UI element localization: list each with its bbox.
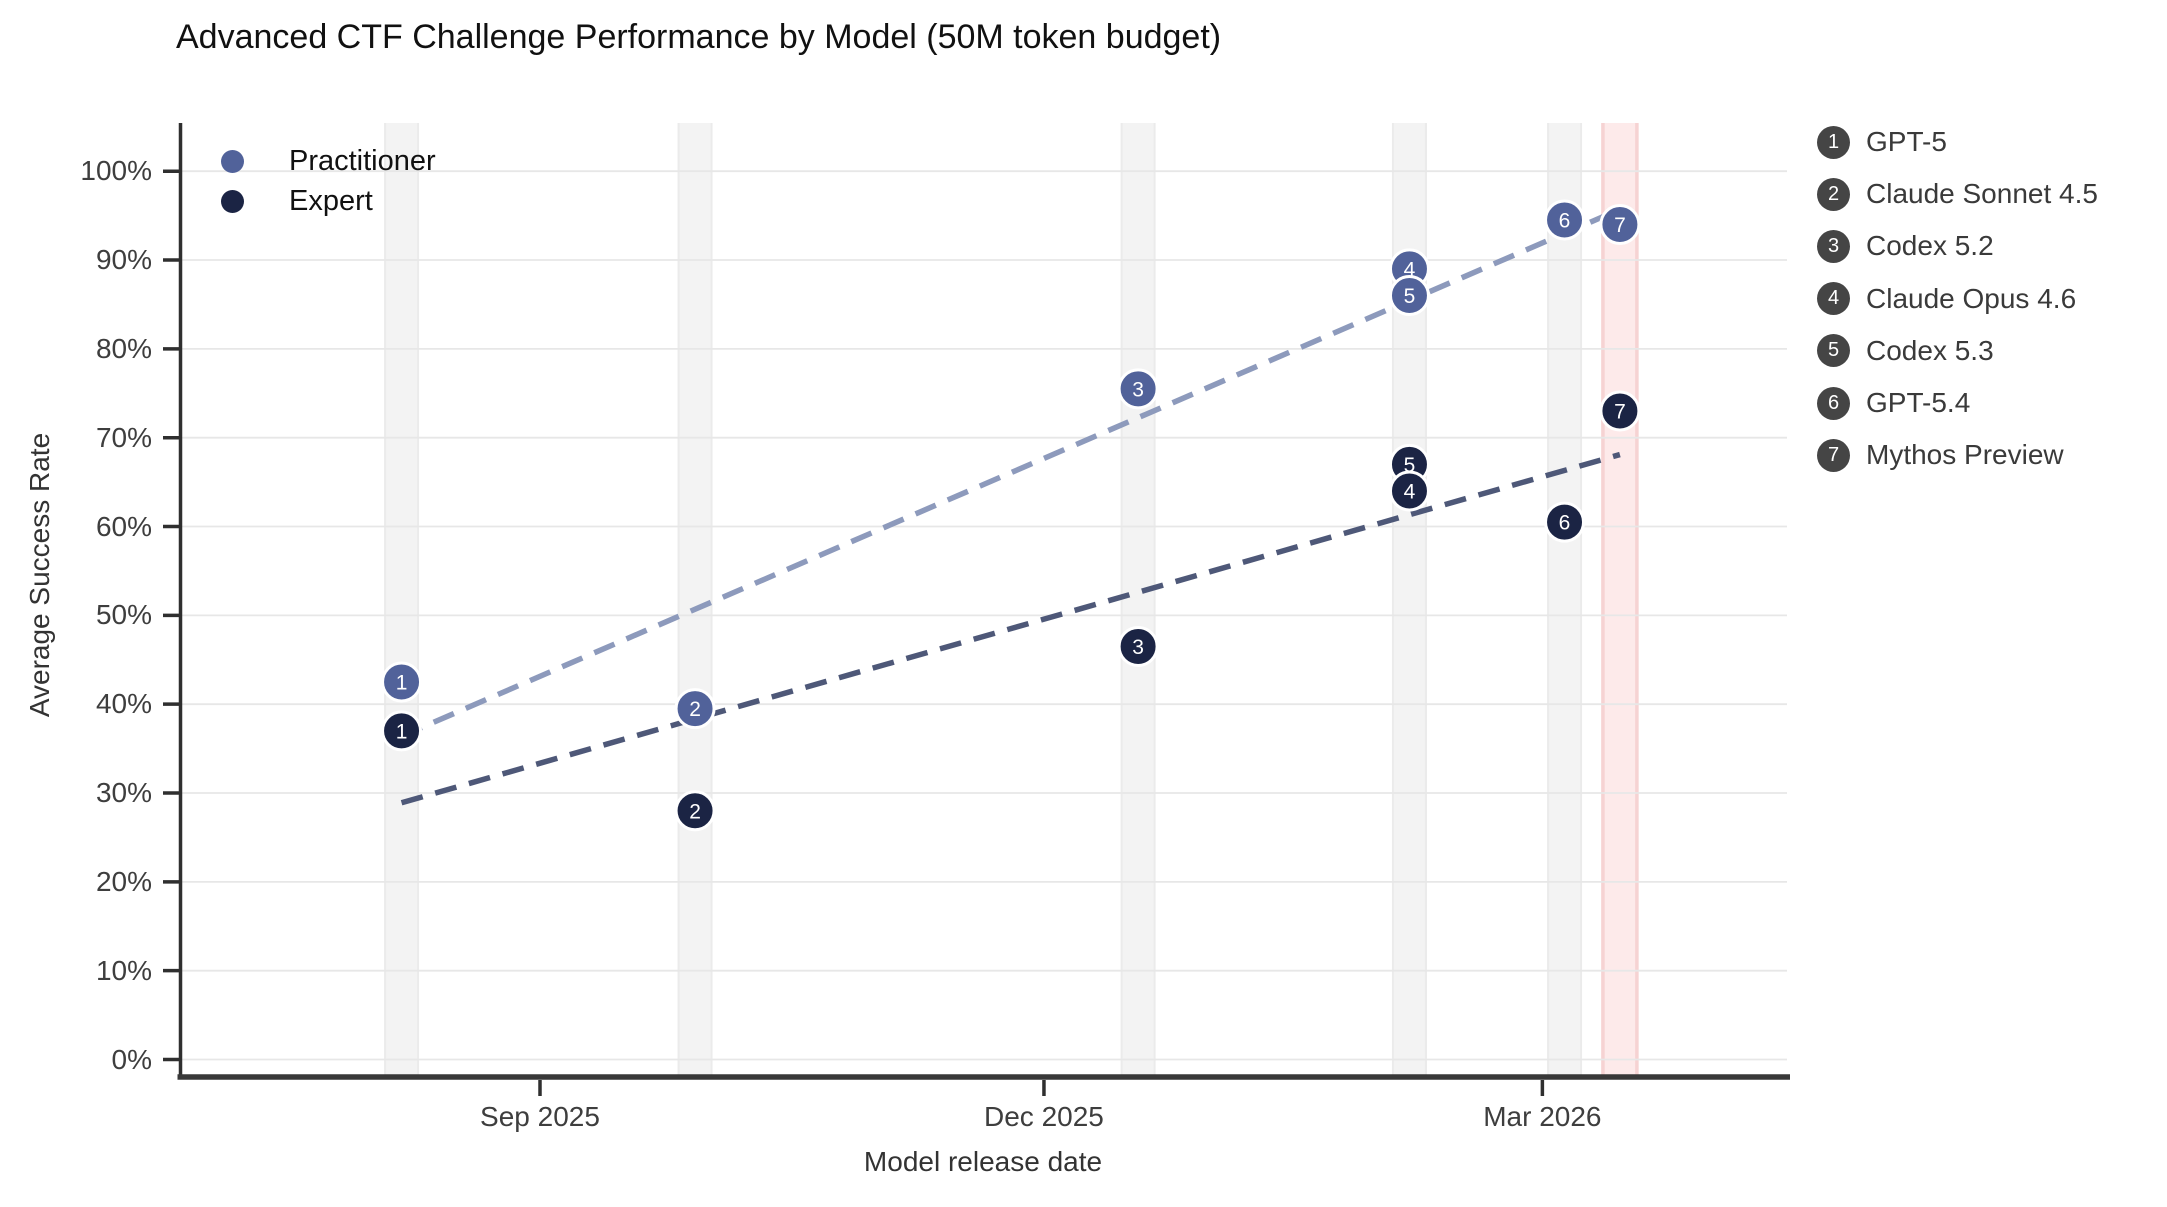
point-number-label: 1 bbox=[396, 720, 408, 743]
x-tick-label: Dec 2025 bbox=[984, 1101, 1104, 1132]
model-number-badge: 7 bbox=[1817, 438, 1850, 472]
point-number-label: 2 bbox=[689, 698, 701, 721]
x-axis-title: Model release date bbox=[863, 1146, 1103, 1177]
point-practitioner-3: 3 bbox=[1117, 368, 1159, 410]
model-legend-label: Claude Sonnet 4.5 bbox=[1866, 178, 2098, 210]
legend-label: Expert bbox=[289, 184, 373, 217]
trendline-expert bbox=[400, 451, 1621, 806]
point-circle bbox=[674, 688, 716, 730]
point-circle bbox=[381, 710, 423, 752]
point-number-label: 7 bbox=[1614, 401, 1626, 424]
release-band-model-2 bbox=[678, 123, 712, 1077]
point-number-label: 3 bbox=[1132, 378, 1144, 401]
y-tick-label-20: 20% bbox=[95, 865, 152, 897]
point-circle bbox=[1388, 275, 1430, 317]
legend-item-expert: Expert bbox=[221, 185, 373, 217]
model-legend-label: Claude Opus 4.6 bbox=[1866, 282, 2077, 314]
release-band-model-3 bbox=[1121, 123, 1155, 1077]
point-expert-2: 2 bbox=[674, 790, 716, 832]
model-legend-label: Mythos Preview bbox=[1866, 439, 2064, 471]
point-number-label: 5 bbox=[1404, 454, 1416, 477]
legend-label: Practitioner bbox=[289, 144, 436, 177]
model-number-badge: 5 bbox=[1817, 334, 1850, 368]
highlight-band-model-7 bbox=[1601, 123, 1639, 1077]
point-practitioner-1: 1 bbox=[381, 661, 423, 703]
y-tick-label-0: 0% bbox=[111, 1043, 152, 1075]
point-number-label: 3 bbox=[1132, 636, 1144, 659]
model-legend-item-3: 3 Codex 5.2 bbox=[1817, 229, 1994, 263]
y-tick-label-100: 100% bbox=[80, 155, 152, 187]
point-circle bbox=[1388, 470, 1430, 512]
point-practitioner-5: 5 bbox=[1388, 275, 1430, 317]
model-legend-item-1: 1 GPT-5 bbox=[1817, 125, 1947, 159]
model-number-badge: 2 bbox=[1817, 177, 1850, 211]
point-number-label: 2 bbox=[689, 800, 701, 823]
y-tick-label-50: 50% bbox=[95, 599, 152, 631]
point-expert-6: 6 bbox=[1544, 501, 1586, 543]
point-expert-3: 3 bbox=[1117, 625, 1159, 667]
model-legend-item-5: 5 Codex 5.3 bbox=[1817, 334, 1994, 368]
y-tick-label-10: 10% bbox=[95, 954, 152, 986]
point-circle bbox=[381, 661, 423, 703]
y-tick-label-90: 90% bbox=[95, 244, 152, 276]
model-number-badge: 1 bbox=[1817, 125, 1850, 159]
point-number-label: 1 bbox=[396, 671, 408, 694]
point-circle bbox=[1599, 390, 1641, 432]
model-number-badge: 4 bbox=[1817, 282, 1850, 316]
model-legend-label: Codex 5.2 bbox=[1866, 230, 1994, 262]
model-legend-item-6: 6 GPT-5.4 bbox=[1817, 386, 1970, 420]
model-legend-item-7: 7 Mythos Preview bbox=[1817, 438, 2064, 472]
y-tick-label-30: 30% bbox=[95, 777, 152, 808]
legend-item-practitioner: Practitioner bbox=[221, 145, 436, 177]
point-expert-4: 4 bbox=[1388, 470, 1430, 512]
y-tick-label-80: 80% bbox=[95, 332, 152, 364]
point-number-label: 4 bbox=[1404, 480, 1416, 503]
point-expert-7: 7 bbox=[1599, 390, 1641, 432]
chart-title: Advanced CTF Challenge Performance by Mo… bbox=[176, 18, 1222, 56]
x-tick-label: Mar 2026 bbox=[1483, 1101, 1602, 1132]
release-band-model-6 bbox=[1548, 123, 1582, 1077]
point-number-label: 5 bbox=[1404, 285, 1416, 308]
y-tick-label-60: 60% bbox=[95, 510, 152, 542]
practitioner-dot-icon bbox=[221, 149, 244, 173]
point-circle bbox=[1117, 368, 1159, 410]
expert-dot-icon bbox=[221, 189, 244, 213]
model-legend-label: GPT-5.4 bbox=[1866, 387, 1971, 418]
x-tick-label: Sep 2025 bbox=[480, 1101, 600, 1132]
point-circle bbox=[674, 790, 716, 832]
point-practitioner-2: 2 bbox=[674, 688, 716, 730]
model-legend-item-4: 4 Claude Opus 4.6 bbox=[1817, 282, 2076, 316]
point-circle bbox=[1117, 625, 1159, 667]
point-number-label: 6 bbox=[1559, 512, 1571, 535]
model-legend-label: Codex 5.3 bbox=[1866, 334, 1994, 366]
model-legend-label: GPT-5 bbox=[1866, 126, 1947, 157]
point-practitioner-7: 7 bbox=[1599, 203, 1641, 245]
point-practitioner-6: 6 bbox=[1544, 199, 1586, 241]
point-number-label: 6 bbox=[1559, 210, 1571, 233]
model-number-badge: 6 bbox=[1817, 386, 1850, 420]
model-legend-item-2: 2 Claude Sonnet 4.5 bbox=[1817, 177, 2098, 211]
trendline-practitioner bbox=[400, 206, 1622, 739]
model-number-badge: 3 bbox=[1817, 229, 1850, 263]
y-tick-label-70: 70% bbox=[95, 421, 152, 453]
y-tick-label-40: 40% bbox=[95, 688, 152, 720]
release-band-model-1 bbox=[385, 123, 419, 1077]
point-expert-1: 1 bbox=[381, 710, 423, 752]
point-circle bbox=[1599, 203, 1641, 245]
point-number-label: 7 bbox=[1614, 214, 1626, 237]
point-circle bbox=[1544, 501, 1586, 543]
point-circle bbox=[1544, 199, 1586, 241]
